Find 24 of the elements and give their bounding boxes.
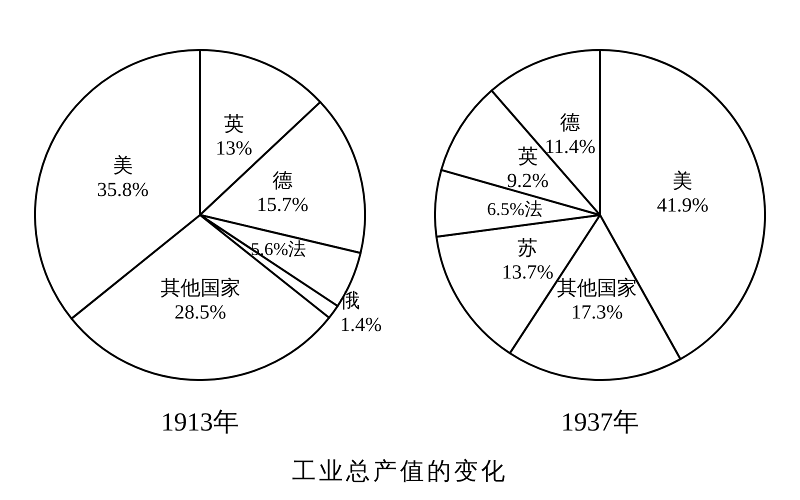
data-label: 9.2% xyxy=(506,170,549,192)
data-label: 17.3% xyxy=(571,301,623,324)
slice-label: 6.5%法 xyxy=(486,198,542,219)
text: 1913年 xyxy=(161,408,239,436)
data-label: 11.4% xyxy=(544,136,596,158)
data-label: 28.5% xyxy=(174,302,226,324)
data-label: 13% xyxy=(216,138,252,160)
slice-label: 德 xyxy=(272,170,293,192)
data-label: 1.4% xyxy=(340,314,382,336)
data-label: 15.7% xyxy=(256,194,308,216)
slice-label: 英 xyxy=(224,114,244,136)
slice-label: 德 xyxy=(560,112,580,134)
slice-label: 美 xyxy=(112,154,133,178)
slice-label: 其他国家 xyxy=(160,278,240,300)
slice-label: 英 xyxy=(518,146,538,168)
data-label: 41.9% xyxy=(656,194,709,216)
slice-label: 苏 xyxy=(518,238,538,260)
slice-label: 其他国家 xyxy=(557,277,638,300)
slice-label: 美 xyxy=(672,169,693,192)
data-label: 13.7% xyxy=(502,262,554,284)
slice-label: 5.6%法 xyxy=(250,238,306,259)
text: 1937年 xyxy=(561,408,639,436)
text: 工业总产值的变化 xyxy=(291,458,509,487)
data-label: 35.8% xyxy=(97,179,149,202)
